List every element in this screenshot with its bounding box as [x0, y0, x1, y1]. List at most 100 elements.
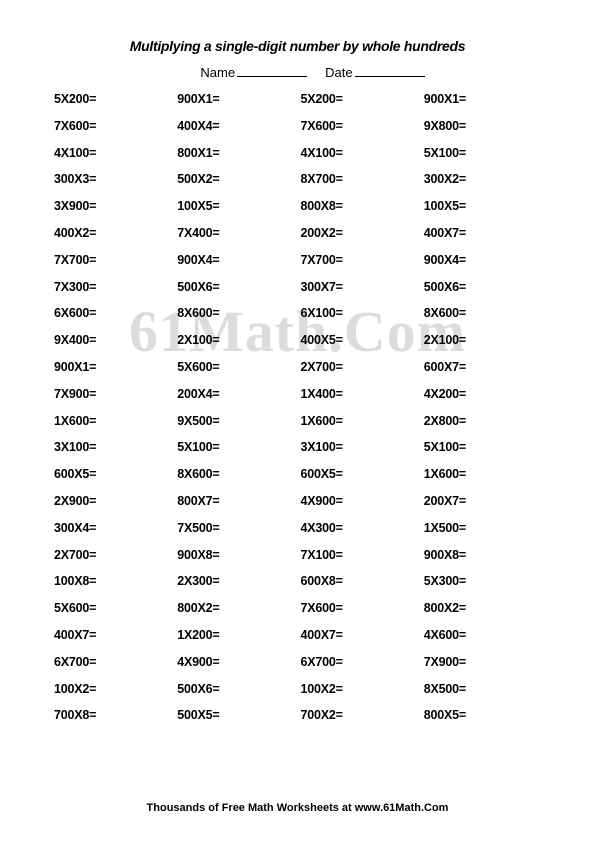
- problem-cell: 2X800=: [424, 414, 541, 428]
- problem-cell: 600X7=: [424, 360, 541, 374]
- problem-cell: 5X100=: [177, 440, 294, 454]
- problem-cell: 9X500=: [177, 414, 294, 428]
- problem-cell: 200X7=: [424, 494, 541, 508]
- problem-cell: 8X600=: [177, 467, 294, 481]
- problem-cell: 100X5=: [177, 199, 294, 213]
- problem-cell: 100X8=: [54, 574, 171, 588]
- problem-cell: 5X600=: [177, 360, 294, 374]
- problem-cell: 800X8=: [301, 199, 418, 213]
- name-label: Name: [200, 65, 235, 80]
- problem-cell: 8X500=: [424, 682, 541, 696]
- problem-cell: 5X200=: [54, 92, 171, 106]
- problem-cell: 100X5=: [424, 199, 541, 213]
- problem-cell: 400X7=: [54, 628, 171, 642]
- header-fields: Name Date: [80, 64, 545, 80]
- problem-cell: 900X4=: [424, 253, 541, 267]
- problem-cell: 3X900=: [54, 199, 171, 213]
- problem-cell: 500X6=: [424, 280, 541, 294]
- problem-cell: 500X5=: [177, 708, 294, 722]
- problem-cell: 2X300=: [177, 574, 294, 588]
- problem-cell: 5X300=: [424, 574, 541, 588]
- problem-cell: 7X100=: [301, 548, 418, 562]
- problem-cell: 300X3=: [54, 172, 171, 186]
- date-field: Date: [325, 64, 424, 80]
- problem-cell: 800X5=: [424, 708, 541, 722]
- problem-cell: 1X400=: [301, 387, 418, 401]
- problem-cell: 7X400=: [177, 226, 294, 240]
- problem-cell: 600X5=: [301, 467, 418, 481]
- problem-cell: 400X2=: [54, 226, 171, 240]
- problem-grid: 5X200= 900X1= 5X200= 900X1= 7X600= 400X4= 7X60…: [50, 92, 545, 722]
- problem-cell: 2X100=: [177, 333, 294, 347]
- problem-cell: 700X8=: [54, 708, 171, 722]
- problem-cell: 6X700=: [54, 655, 171, 669]
- problem-cell: 5X200=: [301, 92, 418, 106]
- problem-cell: 900X8=: [177, 548, 294, 562]
- problem-cell: 7X900=: [424, 655, 541, 669]
- problem-cell: 600X5=: [54, 467, 171, 481]
- problem-cell: 800X7=: [177, 494, 294, 508]
- problem-cell: 7X600=: [301, 119, 418, 133]
- problem-cell: 5X100=: [424, 440, 541, 454]
- problem-cell: 4X900=: [301, 494, 418, 508]
- problem-cell: 4X300=: [301, 521, 418, 535]
- problem-cell: 100X2=: [301, 682, 418, 696]
- problem-cell: 3X100=: [54, 440, 171, 454]
- date-label: Date: [325, 65, 352, 80]
- problem-cell: 8X600=: [424, 306, 541, 320]
- problem-cell: 2X100=: [424, 333, 541, 347]
- problem-cell: 6X100=: [301, 306, 418, 320]
- problem-cell: 1X600=: [424, 467, 541, 481]
- problem-cell: 5X100=: [424, 146, 541, 160]
- problem-cell: 900X1=: [54, 360, 171, 374]
- problem-cell: 900X1=: [177, 92, 294, 106]
- problem-cell: 200X4=: [177, 387, 294, 401]
- problem-cell: 3X100=: [301, 440, 418, 454]
- problem-cell: 500X6=: [177, 280, 294, 294]
- problem-cell: 4X900=: [177, 655, 294, 669]
- problem-cell: 600X8=: [301, 574, 418, 588]
- problem-cell: 7X500=: [177, 521, 294, 535]
- problem-cell: 5X600=: [54, 601, 171, 615]
- problem-cell: 1X200=: [177, 628, 294, 642]
- problem-cell: 2X900=: [54, 494, 171, 508]
- problem-cell: 500X6=: [177, 682, 294, 696]
- problem-cell: 1X600=: [301, 414, 418, 428]
- problem-cell: 7X700=: [54, 253, 171, 267]
- problem-cell: 4X100=: [54, 146, 171, 160]
- problem-cell: 300X4=: [54, 521, 171, 535]
- date-blank: [355, 64, 425, 77]
- problem-cell: 2X700=: [301, 360, 418, 374]
- problem-cell: 500X2=: [177, 172, 294, 186]
- footer-text: Thousands of Free Math Worksheets at www…: [0, 802, 595, 814]
- problem-cell: 1X600=: [54, 414, 171, 428]
- problem-cell: 400X7=: [424, 226, 541, 240]
- problem-cell: 400X5=: [301, 333, 418, 347]
- problem-cell: 300X2=: [424, 172, 541, 186]
- problem-cell: 800X2=: [177, 601, 294, 615]
- problem-cell: 9X400=: [54, 333, 171, 347]
- worksheet-title: Multiplying a single-digit number by who…: [50, 38, 545, 54]
- problem-cell: 6X700=: [301, 655, 418, 669]
- problem-cell: 100X2=: [54, 682, 171, 696]
- problem-cell: 7X600=: [54, 119, 171, 133]
- problem-cell: 7X300=: [54, 280, 171, 294]
- problem-cell: 2X700=: [54, 548, 171, 562]
- name-field: Name: [200, 64, 307, 80]
- problem-cell: 8X700=: [301, 172, 418, 186]
- problem-cell: 900X8=: [424, 548, 541, 562]
- problem-cell: 900X4=: [177, 253, 294, 267]
- problem-cell: 4X600=: [424, 628, 541, 642]
- problem-cell: 7X700=: [301, 253, 418, 267]
- problem-cell: 800X1=: [177, 146, 294, 160]
- problem-cell: 700X2=: [301, 708, 418, 722]
- problem-cell: 1X500=: [424, 521, 541, 535]
- problem-cell: 300X7=: [301, 280, 418, 294]
- problem-cell: 9X800=: [424, 119, 541, 133]
- problem-cell: 7X900=: [54, 387, 171, 401]
- problem-cell: 7X600=: [301, 601, 418, 615]
- problem-cell: 400X7=: [301, 628, 418, 642]
- problem-cell: 6X600=: [54, 306, 171, 320]
- problem-cell: 4X200=: [424, 387, 541, 401]
- problem-cell: 400X4=: [177, 119, 294, 133]
